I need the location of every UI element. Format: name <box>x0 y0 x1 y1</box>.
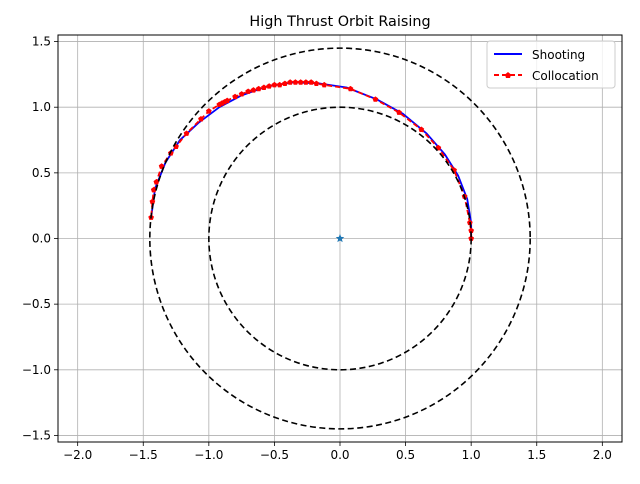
x-tick-label: −0.5 <box>260 448 289 462</box>
series-point-collocation <box>245 88 252 94</box>
series-point-collocation <box>303 79 309 85</box>
series-point-collocation <box>308 79 314 85</box>
y-tick-label: −1.0 <box>22 363 51 377</box>
y-tick-label: 1.0 <box>32 100 51 114</box>
x-tick-label: 0.5 <box>396 448 415 462</box>
x-tick-label: 1.0 <box>462 448 481 462</box>
x-tick-label: 2.0 <box>593 448 612 462</box>
series-point-collocation <box>321 81 328 88</box>
legend-marker-collocation <box>505 72 511 78</box>
y-tick-label: −0.5 <box>22 297 51 311</box>
x-tick-label: −1.5 <box>129 448 158 462</box>
series-point-collocation <box>372 96 379 102</box>
series-point-collocation <box>216 101 223 108</box>
x-tick-label: −2.0 <box>63 448 92 462</box>
legend-label-collocation: Collocation <box>532 69 599 83</box>
series-point-collocation <box>205 108 212 114</box>
series-point-collocation <box>347 85 354 92</box>
series-point-collocation <box>149 198 156 205</box>
series-point-collocation <box>292 79 299 85</box>
series-point-collocation <box>255 85 262 92</box>
orbit-circle-r1 <box>208 106 472 371</box>
axis-ticks: −2.0 −1.5 −1.0 −0.5 0.0 0.5 1.0 1.5 2.0 −1.5 −1.0 −… <box>22 35 612 462</box>
series-point-collocation <box>313 80 320 86</box>
y-tick-label: 0.5 <box>32 166 51 180</box>
y-tick-label: 1.5 <box>32 35 51 49</box>
series-point-collocation <box>276 81 283 88</box>
chart-title: High Thrust Orbit Raising <box>249 14 430 30</box>
series-point-collocation <box>198 116 204 122</box>
legend-label-shooting: Shooting <box>532 48 585 62</box>
plot-data <box>148 47 531 430</box>
legend-box <box>486 40 616 89</box>
series-point-collocation <box>287 79 294 85</box>
series-point-collocation <box>232 93 238 100</box>
x-tick-label: 0.0 <box>330 448 349 462</box>
legend: Shooting Collocation <box>486 40 616 89</box>
series-point-collocation <box>396 109 402 115</box>
orbit-circle-r1_45 <box>149 47 531 430</box>
series-point-collocation <box>261 84 267 90</box>
series-point-collocation <box>153 179 160 185</box>
x-tick-label: −1.0 <box>194 448 223 462</box>
series-point-collocation <box>468 235 475 241</box>
y-tick-label: 0.0 <box>32 232 51 246</box>
series-point-collocation <box>297 79 304 85</box>
center-star-marker <box>335 234 345 243</box>
x-tick-label: 1.5 <box>527 448 546 462</box>
series-point-collocation <box>266 83 273 89</box>
series-point-collocation <box>418 126 425 132</box>
series-point-collocation <box>150 186 157 193</box>
series-point-collocation <box>183 130 190 136</box>
series-point-collocation <box>238 91 245 97</box>
series-point-collocation <box>250 87 257 93</box>
series-point-collocation <box>282 80 288 86</box>
series-point-collocation <box>271 81 278 88</box>
y-tick-label: −1.5 <box>22 428 51 442</box>
series-point-collocation <box>468 227 475 234</box>
